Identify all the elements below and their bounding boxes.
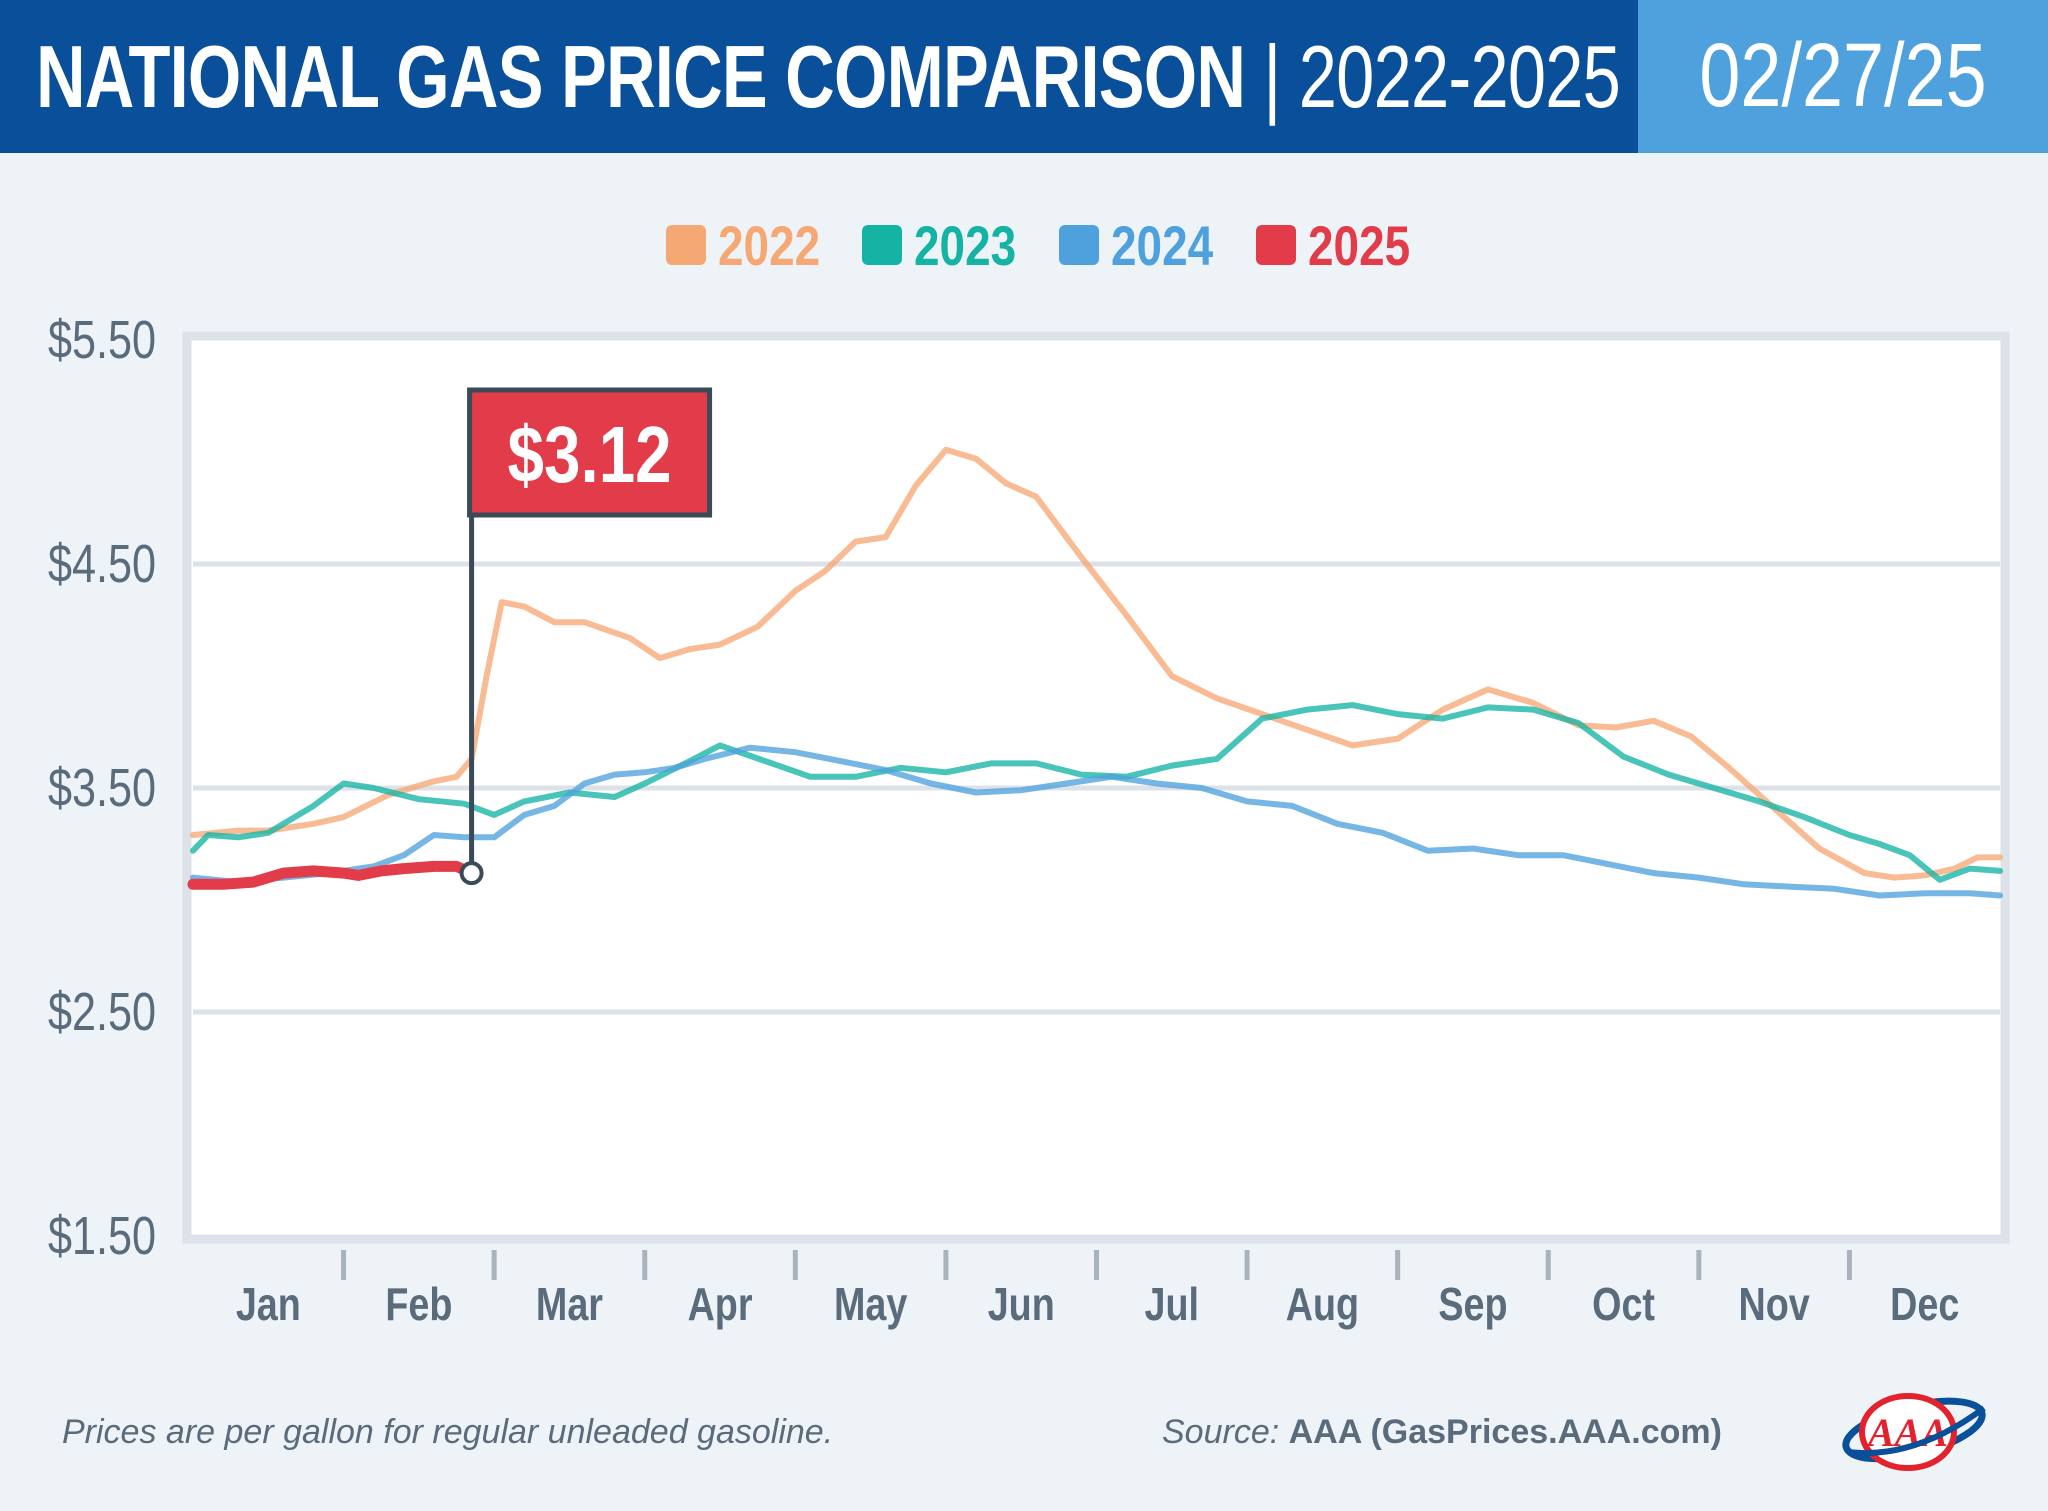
legend-item-2023: 2023 bbox=[862, 213, 1019, 278]
chart-legend: 2022 2023 2024 2025 bbox=[0, 210, 2048, 280]
series-lines bbox=[187, 446, 2003, 899]
x-tick-label: Sep bbox=[1438, 1278, 1507, 1329]
x-tick-label: Aug bbox=[1286, 1278, 1359, 1329]
series-line-2024 bbox=[190, 744, 2003, 899]
price-annotation: $3.12 bbox=[459, 387, 713, 886]
date-label: 02/27/25 bbox=[1699, 26, 1987, 126]
x-axis: Jan Feb Mar Apr May Jun Jul Aug Sep Oct Nov Dec bbox=[236, 1250, 1959, 1330]
legend-swatch-2022 bbox=[665, 225, 706, 265]
x-tick-label: Jul bbox=[1145, 1278, 1199, 1329]
x-tick-label: Mar bbox=[536, 1278, 603, 1329]
title-main: NATIONAL GAS PRICE COMPARISON bbox=[36, 27, 1246, 126]
legend-label-2025: 2025 bbox=[1307, 213, 1410, 277]
x-tick-label: Jun bbox=[988, 1278, 1055, 1329]
x-tick-label: Dec bbox=[1890, 1278, 1959, 1329]
legend-swatch-2025 bbox=[1255, 225, 1296, 265]
y-tick-label: $3.50 bbox=[48, 759, 156, 819]
x-tick-label: Nov bbox=[1739, 1278, 1811, 1329]
price-footnote: Prices are per gallon for regular unlead… bbox=[62, 1413, 834, 1451]
legend-item-2022: 2022 bbox=[665, 213, 823, 278]
annotation-point bbox=[459, 861, 484, 886]
series-line-2025 bbox=[187, 860, 478, 890]
annotation-label: $3.12 bbox=[508, 410, 672, 500]
date-box: 02/27/25 bbox=[1638, 0, 2048, 153]
legend-label-2024: 2024 bbox=[1111, 213, 1214, 277]
series-line-2023 bbox=[190, 702, 2003, 883]
title-separator: | bbox=[1245, 27, 1299, 126]
source-label: Source: bbox=[1162, 1413, 1289, 1451]
y-tick-label: $1.50 bbox=[48, 1207, 156, 1267]
legend-swatch-2023 bbox=[862, 225, 903, 265]
y-axis: $5.50 $4.50 $3.50 $2.50 $1.50 bbox=[48, 311, 156, 1267]
x-tick-label: Oct bbox=[1592, 1278, 1655, 1329]
source-name: AAA (GasPrices.AAA.com) bbox=[1288, 1413, 1722, 1451]
annotation-flag bbox=[467, 387, 713, 518]
legend-swatch-2024 bbox=[1059, 225, 1099, 265]
y-tick-label: $2.50 bbox=[48, 983, 156, 1043]
legend-label-2023: 2023 bbox=[914, 213, 1017, 277]
title-years: 2022-2025 bbox=[1298, 27, 1621, 126]
x-tick-label: Apr bbox=[688, 1278, 753, 1329]
header-bar: NATIONAL GAS PRICE COMPARISON | 2022-202… bbox=[0, 0, 2048, 153]
x-tick-label: Feb bbox=[385, 1278, 452, 1329]
page-title: NATIONAL GAS PRICE COMPARISON | 2022-202… bbox=[36, 20, 1621, 133]
legend-label-2022: 2022 bbox=[717, 213, 820, 277]
legend-item-2024: 2024 bbox=[1059, 213, 1216, 278]
line-chart: $5.50 $4.50 $3.50 $2.50 $1.50 Jan Feb Mar Apr Ma… bbox=[48, 311, 2010, 1330]
series-line-2022 bbox=[190, 446, 2003, 881]
y-tick-label: $4.50 bbox=[48, 535, 156, 595]
x-tick-label: May bbox=[834, 1278, 908, 1329]
legend-item-2025: 2025 bbox=[1255, 213, 1413, 278]
aaa-logo: AAA bbox=[1842, 1393, 1986, 1471]
source-credit: Source: AAA (GasPrices.AAA.com) bbox=[1162, 1410, 1722, 1454]
y-tick-label: $5.50 bbox=[48, 311, 156, 371]
grid-lines bbox=[193, 561, 2000, 1015]
x-tick-label: Jan bbox=[236, 1278, 301, 1329]
